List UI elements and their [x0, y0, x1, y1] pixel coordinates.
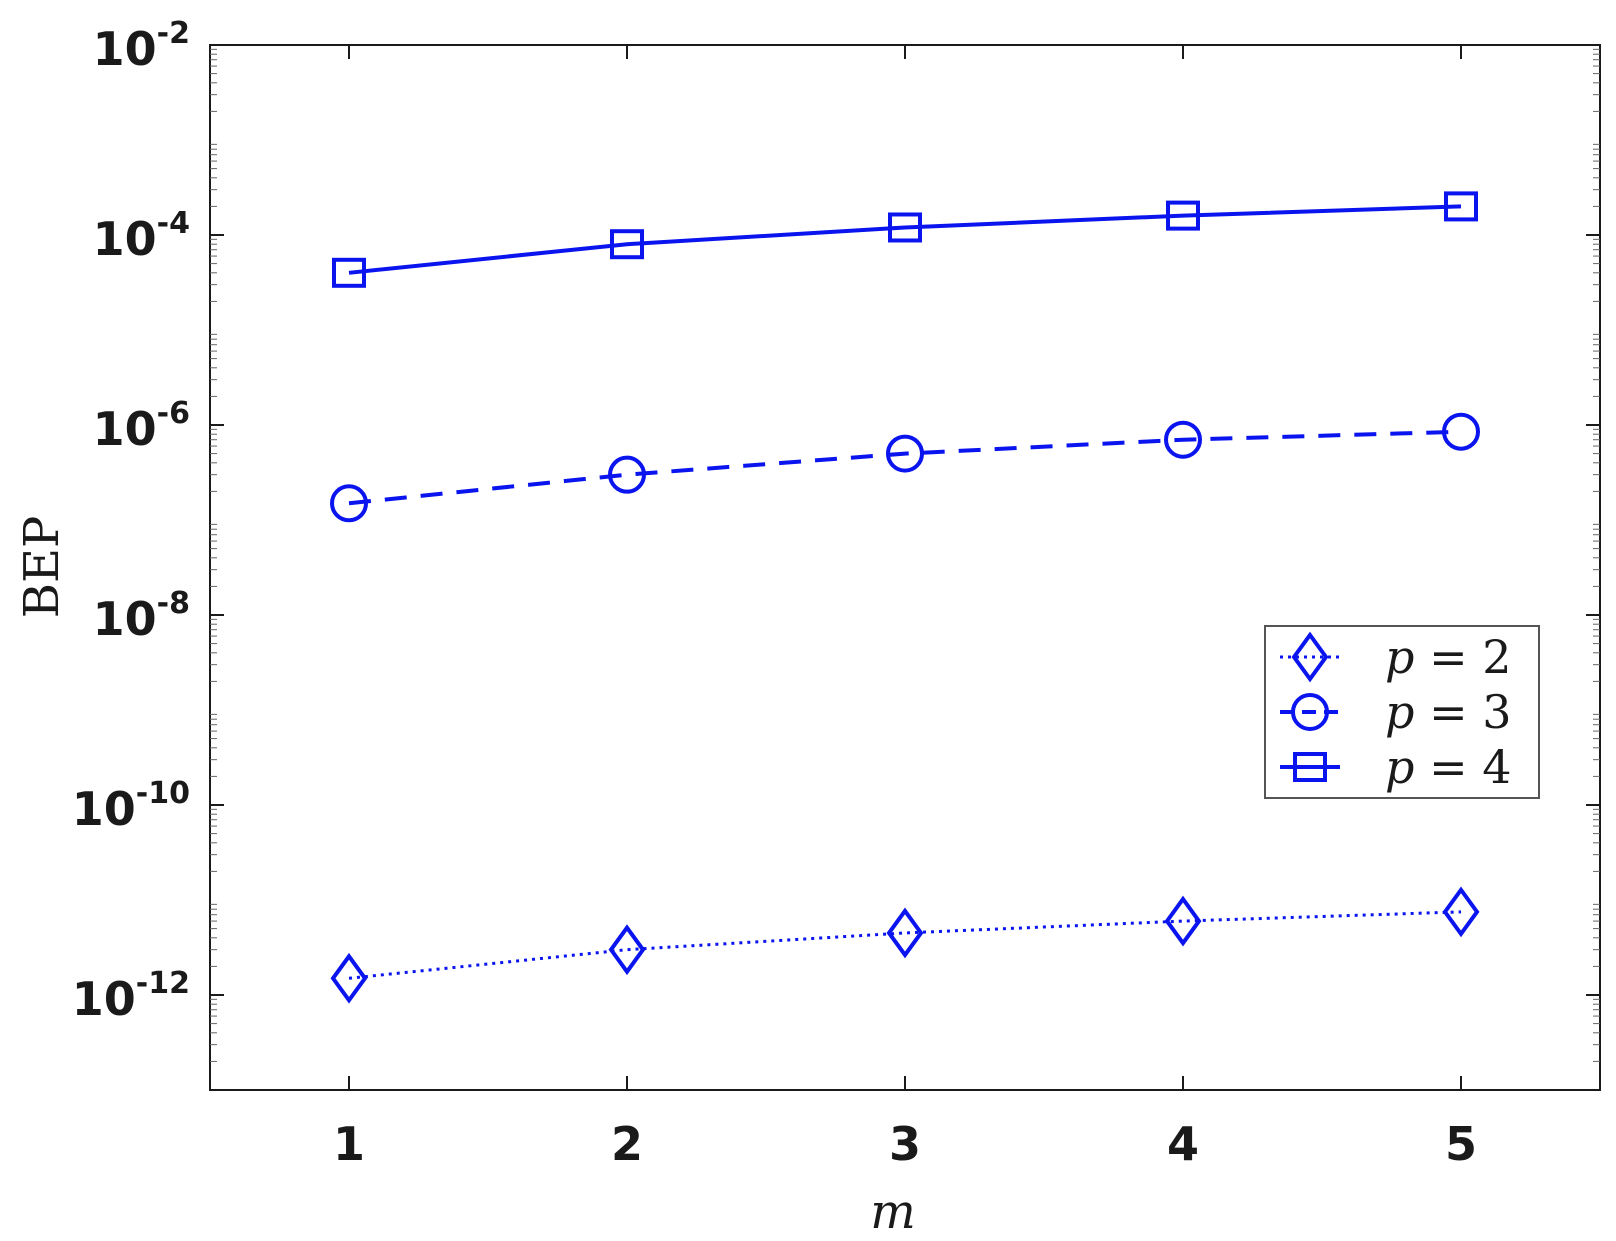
data-point-diamond [886, 907, 924, 959]
y-tick-label: 10-2 [93, 16, 190, 76]
data-point-circle [608, 455, 646, 494]
data-point-diamond [1164, 895, 1202, 947]
data-point-circle [330, 484, 368, 523]
series-markers [330, 191, 1480, 1004]
y-tick-label: 10-8 [93, 586, 190, 646]
data-point-diamond [608, 924, 646, 976]
x-axis-title: m [870, 1184, 916, 1240]
series-lines [348, 204, 1462, 980]
legend-label: p = 3 [1385, 685, 1512, 739]
data-point-square [888, 212, 922, 243]
x-tick-label: 3 [889, 1117, 921, 1171]
y-tick-label: 10-6 [93, 396, 190, 456]
series-line-circle [348, 429, 1462, 506]
y-tick-label: 10-10 [72, 776, 190, 836]
legend-entries: p = 2p = 3p = 4 [1280, 630, 1512, 794]
legend-marker [1293, 752, 1327, 782]
legend: p = 2p = 3p = 4 [1264, 625, 1540, 799]
x-tick-label: 5 [1445, 1117, 1477, 1171]
y-tick-label: 10-12 [72, 966, 190, 1026]
data-point-circle [1442, 412, 1480, 451]
series-line-square [348, 204, 1462, 275]
plot-area [209, 44, 1601, 1091]
data-point-diamond [330, 952, 368, 1004]
legend-label: p = 4 [1385, 740, 1512, 794]
x-tick-label: 2 [611, 1117, 643, 1171]
legend-marker [1291, 631, 1329, 683]
x-tick-label: 4 [1167, 1117, 1199, 1171]
data-point-circle [886, 434, 924, 473]
data-point-diamond [1442, 886, 1480, 938]
legend-marker [1291, 693, 1329, 731]
legend-label: p = 2 [1385, 630, 1512, 684]
data-point-circle [1164, 420, 1202, 459]
series-line-diamond [348, 910, 1462, 980]
y-tick-label: 10-4 [93, 206, 190, 266]
y-axis-title: BEP [14, 516, 70, 619]
major-ticks [210, 44, 1600, 1090]
data-point-square [610, 229, 644, 260]
y-tick-labels: 10-2 10-4 10-6 10-8 10-10 10-12 [72, 16, 190, 1026]
minor-ticks [210, 48, 1600, 1062]
x-tick-labels: 1 2 3 4 5 [333, 1117, 1477, 1171]
data-point-square [1444, 191, 1478, 222]
data-point-square [1166, 200, 1200, 231]
x-tick-label: 1 [333, 1117, 365, 1171]
data-point-square [332, 257, 366, 288]
